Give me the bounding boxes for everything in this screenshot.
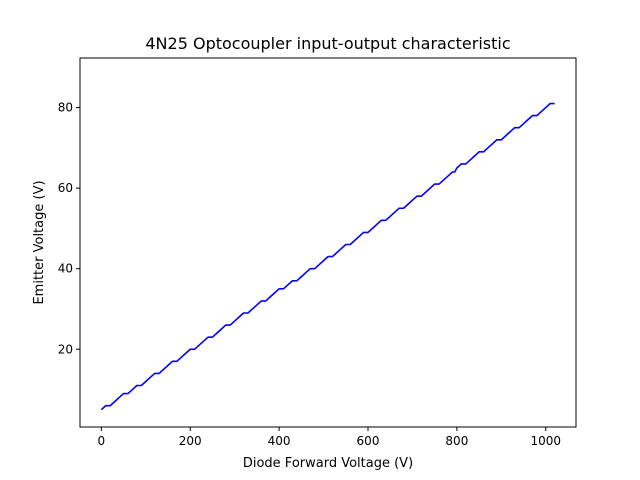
y-tick-label: 60	[58, 181, 73, 195]
y-axis-label: Emitter Voltage (V)	[32, 180, 47, 304]
y-axis-ticks: 20 40 60 80	[58, 101, 80, 356]
x-tick-label: 800	[445, 434, 468, 448]
y-tick-label: 40	[58, 262, 73, 276]
x-axis-label: Diode Forward Voltage (V)	[243, 456, 413, 471]
x-tick-label: 0	[98, 434, 106, 448]
plot-area	[100, 102, 555, 411]
series-line	[100, 102, 555, 411]
y-tick-label: 20	[58, 342, 73, 356]
x-tick-label: 600	[357, 434, 380, 448]
chart-title: 4N25 Optocoupler input-output characteri…	[145, 34, 510, 53]
x-tick-label: 200	[179, 434, 202, 448]
y-tick-label: 80	[58, 101, 73, 115]
axes-frame	[79, 57, 577, 428]
x-tick-label: 1000	[531, 434, 562, 448]
x-axis-ticks: 0 200 400 600 800 1000	[98, 427, 562, 448]
x-tick-label: 400	[268, 434, 291, 448]
